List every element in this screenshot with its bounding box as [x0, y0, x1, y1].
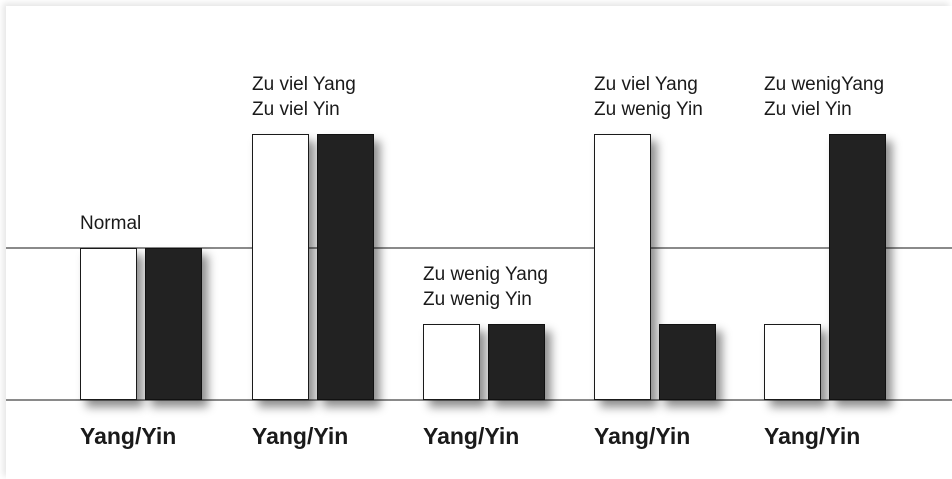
- caption-line: Zu wenig Yin: [423, 289, 532, 310]
- yin-bar: [317, 134, 374, 400]
- caption-line: Zu wenigYang: [764, 74, 885, 95]
- group-label: Yang/Yin: [80, 423, 177, 449]
- caption-line: Normal: [80, 213, 142, 234]
- group-caption: Zu viel Yang Zu viel Yin: [252, 72, 356, 122]
- yang-bar: [80, 248, 137, 400]
- normal-level-line: [6, 247, 952, 249]
- caption-line: Zu viel Yang: [252, 74, 356, 95]
- group-label: Yang/Yin: [764, 423, 861, 449]
- group-caption: Normal: [80, 211, 141, 236]
- caption-line: Zu viel Yin: [252, 99, 340, 120]
- yang-bar: [764, 324, 821, 400]
- group-caption: Zu wenig Yang Zu wenig Yin: [423, 262, 548, 312]
- yin-bar: [659, 324, 716, 400]
- caption-line: Zu viel Yang: [594, 74, 698, 95]
- baseline-line: [6, 399, 952, 401]
- yang-bar: [252, 134, 309, 400]
- caption-line: Zu wenig Yang: [423, 264, 548, 285]
- caption-line: Zu wenig Yin: [594, 99, 703, 120]
- yang-bar: [594, 134, 651, 400]
- group-caption: Zu viel Yang Zu wenig Yin: [594, 72, 703, 122]
- group-label: Yang/Yin: [252, 423, 349, 449]
- yin-bar: [829, 134, 886, 400]
- group-label: Yang/Yin: [594, 423, 691, 449]
- yang-bar: [423, 324, 480, 400]
- yin-bar: [488, 324, 545, 400]
- caption-line: Zu viel Yin: [764, 99, 852, 120]
- group-caption: Zu wenigYang Zu viel Yin: [764, 72, 884, 122]
- group-label: Yang/Yin: [423, 423, 520, 449]
- yin-bar: [145, 248, 202, 400]
